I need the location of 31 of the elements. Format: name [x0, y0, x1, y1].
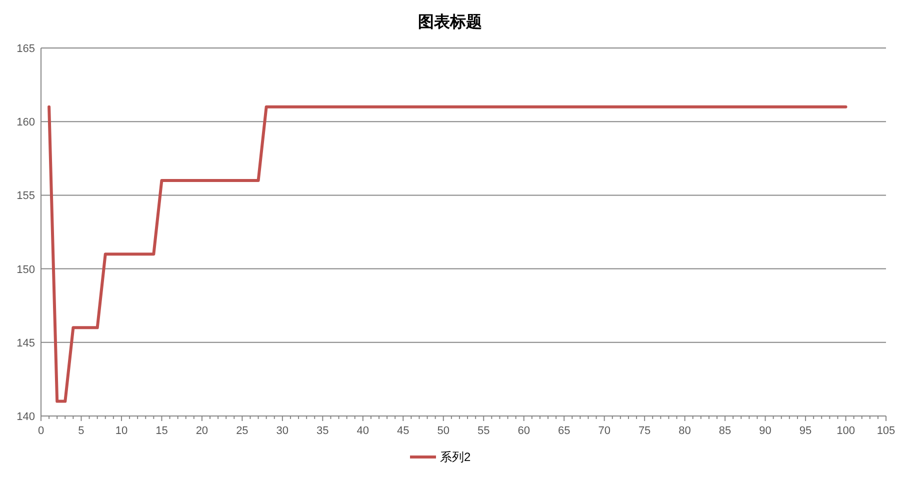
chart-title: 图表标题: [418, 13, 482, 31]
x-tick-label: 15: [156, 425, 168, 437]
x-tick-label: 50: [437, 425, 450, 437]
x-tick-label: 75: [638, 425, 651, 437]
legend-label: 系列2: [440, 450, 471, 464]
y-tick-label: 150: [16, 264, 35, 276]
x-tick-label: 105: [876, 425, 896, 437]
y-tick-label: 160: [16, 116, 35, 129]
x-tick-label: 95: [799, 425, 812, 437]
x-tick-label: 0: [38, 425, 44, 437]
y-tick-label: 140: [16, 411, 35, 423]
x-tick-label: 40: [356, 425, 370, 437]
x-tick-label: 60: [518, 425, 530, 437]
y-tick-label: 155: [16, 190, 35, 202]
x-tick-label: 25: [236, 425, 248, 437]
x-tick-label: 30: [276, 425, 289, 437]
x-tick-label: 55: [477, 425, 490, 437]
x-tick-label: 85: [718, 425, 732, 437]
x-tick-label: 65: [558, 425, 570, 437]
x-tick-label: 70: [598, 425, 610, 437]
x-tick-label: 10: [115, 425, 128, 437]
x-tick-label: 35: [316, 425, 329, 437]
x-tick-label: 20: [196, 425, 208, 437]
line-series: [48, 105, 848, 403]
x-tick-label: 90: [759, 425, 772, 437]
x-tick-label: 80: [678, 425, 691, 437]
x-tick-label: 100: [836, 425, 855, 437]
x-tick-label: 5: [78, 425, 84, 437]
y-tick-label: 145: [16, 337, 35, 350]
y-tick-label: 165: [16, 43, 35, 55]
x-tick-label: 45: [397, 425, 410, 437]
